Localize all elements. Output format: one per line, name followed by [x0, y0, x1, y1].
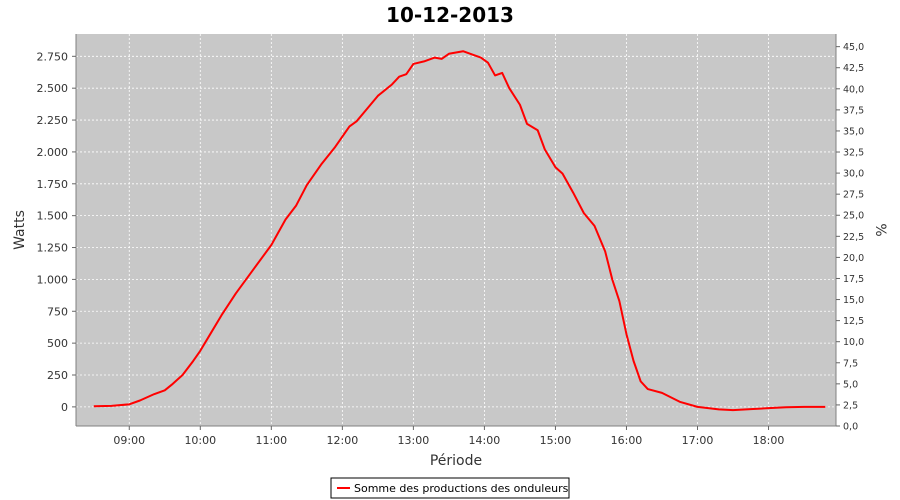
x-tick-label: 10:00 [184, 434, 216, 447]
y2-tick-label: 42,5 [843, 63, 864, 74]
y2-tick-label: 27,5 [843, 190, 864, 201]
y2-tick-label: 37,5 [843, 105, 864, 116]
series-line-0 [93, 50, 826, 412]
plot-area [76, 34, 836, 426]
x-tick-label: 18:00 [753, 434, 785, 447]
x-tick-label: 14:00 [469, 434, 501, 447]
y2-tick-label: 22,5 [843, 232, 864, 243]
y-tick-label: 2.250 [37, 114, 69, 127]
chart-title: 10-12-2013 [386, 3, 514, 27]
y2-axis-ticks: 0,0 2,5 5,0 7,5 10,0 12,5 15,0 17,5 20,0 22,5 25,0… [836, 42, 864, 433]
x-tick-label: 09:00 [113, 434, 145, 447]
y-tick-label: 1.750 [37, 178, 69, 191]
x-tick-label: 12:00 [327, 434, 359, 447]
y-tick-label: 250 [47, 369, 68, 382]
y-axis-ticks: 0 250 500 750 1.000 1.250 1.500 1.750 2.000 2.250… [37, 50, 76, 414]
y-tick-label: 0 [61, 401, 68, 414]
grid-lines [76, 34, 836, 426]
x-axis-ticks: 09:00 10:00 11:00 12:00 13:00 14:00 15:00 16:00… [113, 426, 784, 447]
y-tick-label: 2.000 [37, 146, 69, 159]
y2-tick-label: 20,0 [843, 253, 864, 264]
x-tick-label: 16:00 [611, 434, 643, 447]
legend-box [330, 477, 570, 499]
y-tick-label: 2.500 [37, 82, 69, 95]
y2-tick-label: 17,5 [843, 274, 864, 285]
y-tick-label: 1.250 [37, 242, 69, 255]
y2-tick-label: 10,0 [843, 337, 864, 348]
y-tick-label: 750 [47, 305, 68, 318]
y2-axis-label: % [872, 223, 888, 236]
y2-tick-label: 30,0 [843, 169, 864, 180]
y2-tick-label: 0,0 [843, 422, 858, 433]
legend: Somme des productions des onduleurs [330, 477, 570, 499]
x-tick-label: 17:00 [682, 434, 714, 447]
y-tick-label: 2.750 [37, 50, 69, 63]
x-axis-label: Période [430, 453, 482, 469]
y2-tick-label: 35,0 [843, 126, 864, 137]
y2-tick-label: 45,0 [843, 42, 864, 53]
y2-tick-label: 7,5 [843, 358, 858, 369]
y2-tick-label: 2,5 [843, 400, 858, 411]
y2-tick-label: 5,0 [843, 379, 858, 390]
y2-tick-label: 15,0 [843, 295, 864, 306]
y2-tick-label: 25,0 [843, 211, 864, 222]
axes [75, 34, 837, 427]
x-tick-label: 11:00 [255, 434, 287, 447]
x-tick-label: 15:00 [540, 434, 572, 447]
y2-tick-label: 12,5 [843, 316, 864, 327]
x-tick-label: 13:00 [398, 434, 430, 447]
series-layer [93, 50, 826, 412]
y-axis-label: Watts [12, 210, 28, 250]
y2-tick-label: 32,5 [843, 148, 864, 159]
y-tick-label: 500 [47, 337, 68, 350]
y-tick-label: 1.000 [37, 273, 69, 286]
legend-label: Somme des productions des onduleurs [354, 482, 569, 495]
y-tick-label: 1.500 [37, 210, 69, 223]
y2-tick-label: 40,0 [843, 84, 864, 95]
